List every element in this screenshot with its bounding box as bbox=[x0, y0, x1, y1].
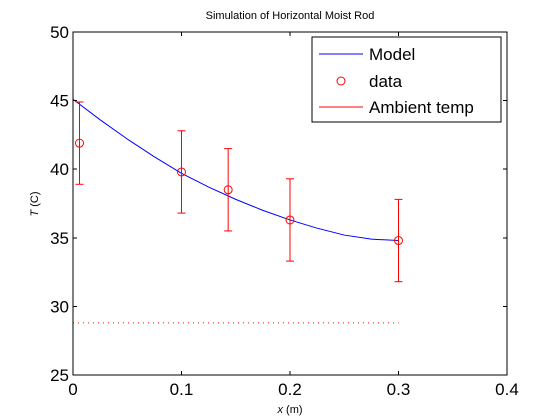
data-point-group bbox=[285, 178, 295, 262]
legend-label-model: Model bbox=[369, 45, 415, 64]
legend-data-swatch bbox=[336, 76, 346, 86]
x-tick-label: 0.3 bbox=[387, 380, 411, 399]
y-tick-label: 40 bbox=[50, 160, 69, 179]
data-point-group bbox=[394, 198, 403, 283]
x-tick-label: 0.4 bbox=[495, 380, 519, 399]
y-axis-label-unit: (C) bbox=[29, 191, 41, 206]
x-tick-label: 0 bbox=[68, 380, 77, 399]
y-tick-label: 30 bbox=[50, 297, 69, 316]
data-point bbox=[75, 138, 85, 148]
data-point bbox=[285, 215, 295, 225]
data-point-group bbox=[223, 148, 233, 232]
model-curve bbox=[72, 98, 399, 242]
data-point bbox=[223, 185, 233, 195]
data-point-group bbox=[177, 130, 186, 214]
legend: Model data Ambient temp bbox=[311, 36, 502, 123]
chart-title: Simulation of Horizontal Moist Rod bbox=[206, 10, 375, 22]
x-axis-label: x (m) bbox=[276, 404, 302, 416]
axes: 0 0.1 0.2 0.3 0.4 25 30 35 40 45 50 bbox=[50, 23, 519, 399]
y-tick-label: 50 bbox=[50, 23, 69, 42]
y-tick-label: 45 bbox=[50, 92, 69, 111]
x-axis-label-unit: (m) bbox=[286, 404, 303, 416]
data-point bbox=[177, 167, 186, 177]
plot-marks bbox=[72, 98, 403, 324]
y-tick-label: 25 bbox=[50, 366, 69, 385]
x-tick-label: 0.2 bbox=[278, 380, 302, 399]
legend-box bbox=[311, 36, 502, 123]
x-axis-label-var: x bbox=[276, 404, 283, 416]
data-point-group bbox=[75, 101, 85, 185]
data-point bbox=[394, 236, 403, 246]
legend-label-ambient: Ambient temp bbox=[369, 98, 474, 117]
x-tick-label: 0.1 bbox=[170, 380, 194, 399]
y-axis-label-var: T bbox=[29, 209, 41, 217]
legend-label-data: data bbox=[369, 72, 403, 91]
y-tick-label: 35 bbox=[50, 229, 69, 248]
y-axis-label: T (C) bbox=[29, 191, 41, 216]
